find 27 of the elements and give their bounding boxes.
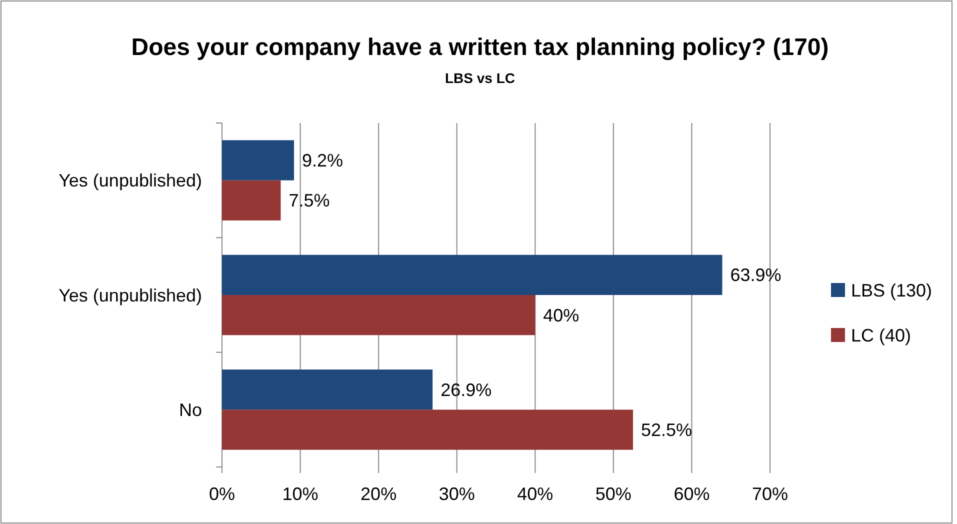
x-tick-label: 10%	[282, 484, 318, 504]
legend-label: LC (40)	[851, 325, 912, 346]
chart-subtitle: LBS vs LC	[444, 70, 516, 86]
data-label: 9.2%	[302, 150, 344, 171]
data-label: 52.5%	[641, 420, 692, 440]
x-tick-label: 50%	[595, 484, 632, 504]
bar	[222, 140, 294, 180]
bar	[222, 410, 633, 450]
bar	[222, 370, 433, 410]
bar	[222, 295, 536, 336]
y-tick-label: Yes (unpublished)	[58, 285, 202, 306]
legend-label: LBS (130)	[851, 280, 932, 300]
data-label: 26.9%	[440, 380, 492, 400]
x-tick-label: 30%	[438, 484, 475, 504]
data-label: 40%	[543, 305, 580, 326]
data-label: 63.9%	[730, 265, 782, 286]
x-tick-label: 70%	[752, 484, 788, 504]
bar	[222, 180, 281, 220]
x-tick-label: 20%	[360, 484, 397, 504]
bar	[222, 254, 722, 295]
data-label: 7.5%	[288, 190, 330, 211]
chart-title: Does your company have a written tax planning policy? (170)	[131, 34, 829, 61]
y-tick-label: No	[178, 400, 202, 420]
x-tick-label: 40%	[517, 484, 554, 504]
x-tick-label: 60%	[674, 484, 710, 504]
x-tick-label: 0%	[208, 484, 236, 504]
y-tick-label: Yes (unpublished)	[58, 170, 202, 191]
